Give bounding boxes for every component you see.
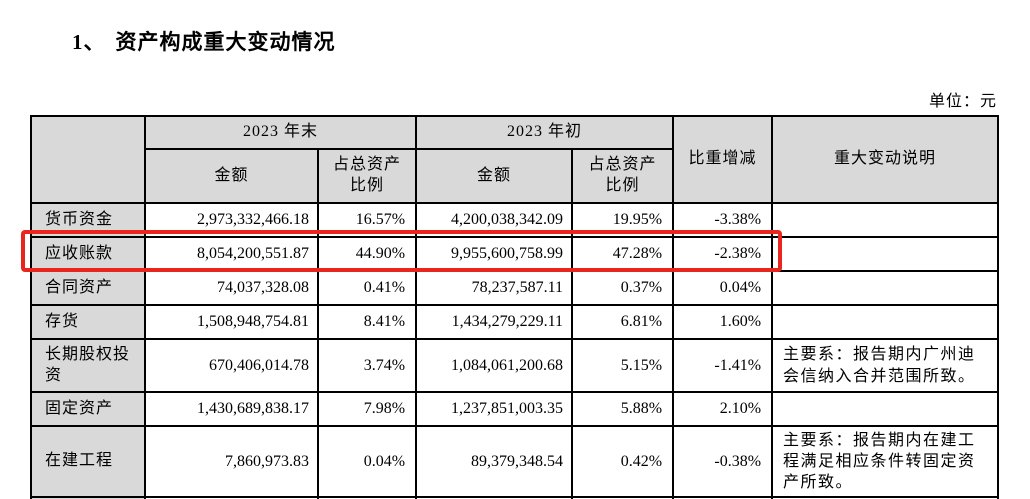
begin-amount-cell: 4,200,038,342.09 — [415, 202, 574, 238]
begin-amount-cell: 89,379,348.54 — [415, 424, 574, 499]
row-label — [30, 496, 146, 499]
col-header-explanation: 重大变动说明 — [771, 115, 1000, 204]
end-ratio-cell: 44.90% — [316, 236, 418, 272]
begin-ratio-cell: 6.81% — [571, 304, 675, 340]
end-ratio-cell: 7.98% — [316, 391, 418, 427]
col-group-2023-end: 2023 年末 — [143, 115, 418, 150]
begin-ratio-cell: 0.42% — [571, 424, 675, 499]
begin-ratio-cell: 19.95% — [571, 202, 675, 238]
change-cell: -3.38% — [672, 202, 774, 238]
end-amount-cell: 2,973,332,466.18 — [144, 202, 319, 238]
ratio-header-line2: 比例 — [605, 177, 640, 194]
row-label: 在建工程 — [30, 424, 146, 499]
unit-label: 单位：元 — [928, 93, 997, 110]
change-cell: 1.60% — [672, 304, 774, 340]
header-row-groups: 2023 年末 2023 年初 比重增减 重大变动说明 — [30, 115, 1000, 204]
table-row: 存货 1,508,948,754.81 8.41% 1,434,279,229.11 6… — [30, 304, 1000, 340]
end-ratio-cell: 16.57% — [316, 202, 418, 238]
end-ratio-cell: 3.74% — [316, 338, 418, 393]
col-group-2023-begin: 2023 年初 — [415, 115, 675, 150]
ratio-header-line1: 占总资产 — [588, 156, 657, 174]
note-cell — [771, 304, 1000, 340]
change-cell: 0.04% — [672, 270, 774, 306]
section-title-text: 资产构成重大变动情况 — [115, 30, 336, 54]
section-title: 1、 资产构成重大变动情况 — [72, 26, 336, 56]
note-cell: 主要系：报告期内在建工程满足相应条件转固定资产所致。 — [771, 424, 1000, 499]
change-cell — [672, 496, 774, 499]
end-ratio-cell — [316, 496, 418, 499]
end-ratio-cell: 0.04% — [316, 424, 418, 499]
end-amount-cell: 1,508,948,754.81 — [144, 304, 319, 340]
row-label: 固定资产 — [30, 391, 146, 427]
col-header-change: 比重增减 — [672, 115, 774, 204]
end-amount-cell: 1,430,689,838.17 — [144, 391, 319, 427]
end-amount-cell: 74,037,328.08 — [144, 270, 319, 306]
note-cell — [771, 496, 1000, 499]
begin-amount-cell: 1,237,851,003.35 — [415, 391, 574, 427]
row-label: 存货 — [30, 304, 146, 340]
end-ratio-cell: 8.41% — [316, 304, 418, 340]
asset-change-table: 2023 年末 2023 年初 比重增减 重大变动说明 金额 占总资产 比例 金… — [30, 115, 1000, 499]
end-amount-cell: 670,406,014.78 — [144, 338, 319, 393]
table-row: 合同资产 74,037,328.08 0.41% 78,237,587.11 0.37%… — [30, 270, 1000, 306]
table-row: 货币资金 2,973,332,466.18 16.57% 4,200,038,342.… — [30, 202, 1000, 238]
begin-amount-cell — [415, 496, 574, 499]
change-cell: -1.41% — [672, 338, 774, 393]
ratio-header-line1: 占总资产 — [333, 156, 402, 174]
note-cell — [771, 202, 1000, 238]
begin-amount-cell: 78,237,587.11 — [415, 270, 574, 306]
row-label: 货币资金 — [30, 202, 146, 238]
note-cell — [771, 270, 1000, 306]
header-row-sub: 金额 占总资产 比例 金额 占总资产 比例 — [31, 148, 998, 204]
col-header-begin-ratio: 占总资产 比例 — [571, 148, 675, 204]
begin-ratio-cell: 5.88% — [571, 391, 675, 427]
table-row: 在建工程 7,860,973.83 0.04% 89,379,348.54 0.42% -… — [30, 424, 1000, 499]
table-row: 固定资产 1,430,689,838.17 7.98% 1,237,851,003.3… — [30, 391, 1000, 427]
table-row-highlighted: 应收账款 8,054,200,551.87 44.90% 9,955,600,758.… — [30, 236, 1000, 272]
begin-amount-cell: 1,084,061,200.68 — [415, 338, 574, 393]
row-label: 应收账款 — [30, 236, 146, 272]
begin-ratio-cell: 47.28% — [571, 236, 675, 272]
change-cell: -2.38% — [672, 236, 774, 272]
end-amount-cell: 8,054,200,551.87 — [144, 236, 319, 272]
table-row: 长期股权投资 670,406,014.78 3.74% 1,084,061,200.6… — [30, 338, 1000, 393]
begin-ratio-cell: 5.15% — [571, 338, 675, 393]
begin-amount-cell: 9,955,600,758.99 — [415, 236, 574, 272]
end-amount-cell — [144, 496, 319, 499]
col-header-end-amount: 金额 — [144, 148, 319, 204]
row-label: 长期股权投资 — [30, 338, 146, 393]
note-cell — [771, 236, 1000, 272]
col-header-end-ratio: 占总资产 比例 — [316, 148, 418, 204]
ratio-header-line2: 比例 — [350, 177, 385, 194]
section-number: 1、 — [72, 30, 106, 54]
col-header-begin-amount: 金额 — [415, 148, 574, 204]
change-cell: -0.38% — [672, 424, 774, 499]
begin-amount-cell: 1,434,279,229.11 — [415, 304, 574, 340]
note-cell — [771, 391, 1000, 427]
begin-ratio-cell: 0.37% — [571, 270, 675, 306]
change-cell: 2.10% — [672, 391, 774, 427]
begin-ratio-cell — [571, 496, 675, 499]
end-ratio-cell: 0.41% — [316, 270, 418, 306]
note-cell: 主要系：报告期内广州迪会信纳入合并范围所致。 — [771, 338, 1000, 393]
corner-cell — [30, 115, 146, 204]
row-label: 合同资产 — [30, 270, 146, 306]
end-amount-cell: 7,860,973.83 — [144, 424, 319, 499]
table-row-partial — [30, 496, 1000, 499]
